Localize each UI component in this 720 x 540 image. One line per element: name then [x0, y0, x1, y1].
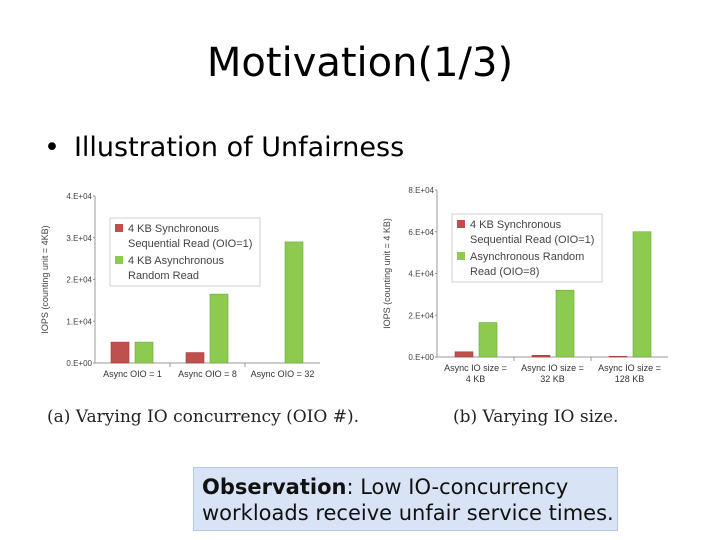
y-tick-label: 6.E+04	[408, 228, 434, 237]
bullet-item: • Illustration of Unfairness	[44, 132, 404, 163]
bar	[555, 289, 575, 358]
legend-label: 4 KB Asynchronous	[128, 255, 225, 267]
y-tick-label: 0.E+00	[66, 359, 92, 368]
legend-label: Read (OIO=8)	[470, 266, 539, 278]
slide-title: Motivation(1/3)	[206, 40, 514, 86]
chart-io-concurrency: IOPS (counting unit = 4KB) 0.E+00 1.E+04 2.…	[40, 192, 320, 379]
legend: 4 KB Synchronous Sequential Read (OIO=1) 4…	[109, 217, 261, 287]
bullet-dot-icon: •	[44, 132, 60, 163]
x-tick-label: Async IO size =	[598, 363, 661, 373]
caption-a: (a) Varying IO concurrency (OIO #).	[47, 407, 359, 427]
x-tick-label: Async OIO = 1	[103, 369, 162, 379]
y-tick-label: 2.E+04	[408, 311, 434, 320]
y-tick-label: 1.E+04	[66, 317, 92, 326]
bar	[134, 341, 154, 364]
bar	[185, 352, 205, 364]
observation-box: Observation: Low IO-concurrency workload…	[193, 467, 618, 531]
legend-label: Random Read	[128, 270, 199, 282]
x-tick-label: 4 KB	[466, 374, 486, 384]
legend: 4 KB Synchronous Sequential Read (OIO=1) A…	[451, 213, 603, 283]
y-tick-label: 4.E+04	[66, 192, 92, 201]
bar	[478, 322, 498, 358]
legend-label: Sequential Read (OIO=1)	[470, 234, 594, 246]
y-axis-label: IOPS (counting unit = 4 KB)	[382, 218, 392, 329]
y-axis-label: IOPS (counting unit = 4KB)	[40, 225, 50, 333]
legend-box	[109, 217, 261, 287]
bar	[454, 351, 474, 358]
legend-label: 4 KB Synchronous	[470, 219, 562, 231]
x-tick-label: 128 KB	[615, 374, 645, 384]
x-tick-label: 32 KB	[540, 374, 565, 384]
x-tick-label: Async OIO = 8	[178, 369, 237, 379]
bar	[209, 293, 229, 364]
chart-io-size: IOPS (counting unit = 4 KB) 0.E+00 2.E+04 4…	[382, 186, 668, 384]
observation-label: Observation	[202, 475, 347, 499]
y-tick-label: 4.E+04	[408, 270, 434, 279]
bar	[632, 231, 652, 358]
x-tick-label: Async IO size =	[521, 363, 584, 373]
bullet-text: Illustration of Unfairness	[73, 132, 405, 163]
y-tick-label: 2.E+04	[66, 276, 92, 285]
bar	[110, 341, 130, 364]
legend-swatch	[115, 224, 123, 232]
caption-b: (b) Varying IO size.	[453, 407, 619, 427]
x-tick-label: Async OIO = 32	[251, 369, 315, 379]
legend-box	[451, 213, 603, 283]
legend-label: Asynchronous Random	[470, 251, 584, 263]
y-tick-label: 3.E+04	[66, 234, 92, 243]
x-tick-label: Async IO size =	[444, 363, 507, 373]
bar	[284, 241, 304, 364]
observation-text: : Low IO-concurrency workloads receive u…	[202, 475, 614, 525]
legend-label: Sequential Read (OIO=1)	[128, 238, 252, 250]
y-tick-label: 8.E+04	[408, 186, 434, 195]
legend-label: 4 KB Synchronous	[128, 223, 220, 235]
legend-swatch	[115, 256, 123, 264]
y-tick-label: 0.E+00	[408, 353, 434, 362]
legend-swatch	[457, 220, 465, 228]
legend-swatch	[457, 252, 465, 260]
bar	[608, 356, 628, 358]
bar	[531, 355, 551, 358]
